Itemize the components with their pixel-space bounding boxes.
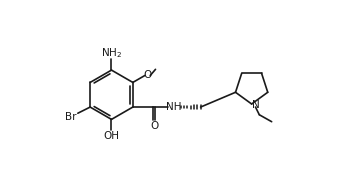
Text: Br: Br bbox=[65, 112, 76, 122]
Text: OH: OH bbox=[104, 131, 119, 141]
Text: NH$_2$: NH$_2$ bbox=[101, 46, 122, 60]
Text: O: O bbox=[150, 121, 158, 131]
Text: N: N bbox=[252, 100, 260, 110]
Text: NH: NH bbox=[166, 102, 181, 112]
Text: O: O bbox=[144, 71, 152, 80]
